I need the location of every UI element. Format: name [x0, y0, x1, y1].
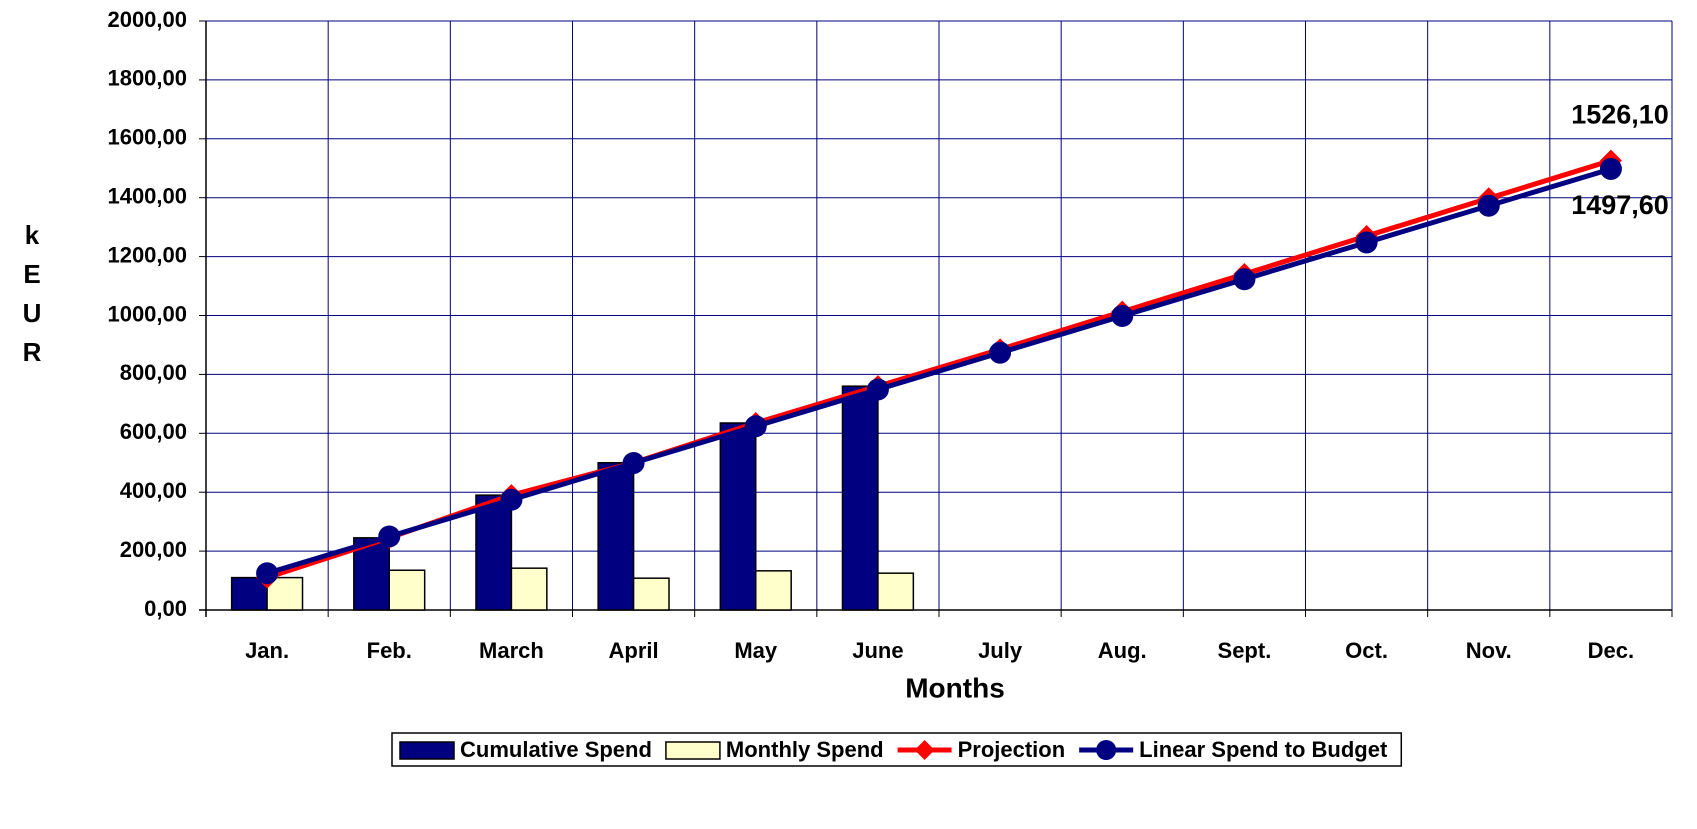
- bar: [266, 576, 304, 611]
- y-tick-label: 200,00: [120, 537, 187, 562]
- bar: [841, 385, 879, 611]
- x-tick-label: Jan.: [245, 638, 289, 663]
- bar: [755, 570, 792, 611]
- line: [266, 166, 1612, 576]
- legend-label: Projection: [958, 737, 1066, 762]
- bar: [388, 569, 426, 611]
- y-tick-label: 1200,00: [107, 242, 187, 267]
- marker: [1355, 231, 1378, 254]
- marker: [500, 488, 523, 511]
- marker: [378, 525, 401, 548]
- marker: [989, 341, 1012, 364]
- legend-label: Linear Spend to Budget: [1139, 737, 1388, 762]
- marker: [744, 415, 767, 438]
- legend-marker: [914, 740, 935, 760]
- y-tick-label: 1600,00: [107, 125, 187, 150]
- marker: [866, 378, 889, 401]
- y-tick-label: 1800,00: [107, 66, 187, 91]
- data-label: 1526,10: [1571, 100, 1669, 130]
- data-label: 1497,60: [1571, 190, 1669, 220]
- y-tick-label: 2000,00: [107, 7, 187, 32]
- bar: [510, 567, 548, 611]
- marker: [622, 451, 645, 474]
- x-tick-label: Oct.: [1345, 638, 1388, 663]
- line: [266, 158, 1612, 580]
- y-tick-label: 1400,00: [107, 184, 187, 209]
- bar: [597, 462, 635, 611]
- legend-box: [391, 732, 1403, 767]
- y-tick-label: 800,00: [120, 360, 187, 385]
- bar: [475, 494, 513, 611]
- legend-marker: [1096, 740, 1117, 760]
- x-axis-title: Months: [905, 672, 1005, 703]
- x-tick-label: June: [852, 638, 903, 663]
- bar: [230, 576, 268, 611]
- x-tick-label: March: [479, 638, 544, 663]
- marker: [256, 562, 279, 585]
- x-tick-label: July: [978, 638, 1023, 663]
- marker: [1599, 157, 1622, 180]
- y-tick-label: 0,00: [144, 596, 187, 621]
- x-tick-label: Nov.: [1466, 638, 1512, 663]
- x-tick-label: Dec.: [1588, 638, 1634, 663]
- x-tick-label: May: [734, 638, 778, 663]
- x-tick-label: Sept.: [1218, 638, 1272, 663]
- legend-swatch: [665, 741, 721, 760]
- bar: [877, 572, 915, 611]
- marker: [1477, 194, 1500, 217]
- y-tick-label: 1000,00: [107, 301, 187, 326]
- y-tick-label: 600,00: [120, 419, 187, 444]
- marker: [1111, 304, 1134, 327]
- x-tick-label: April: [609, 638, 659, 663]
- legend-swatch: [399, 741, 455, 760]
- legend-label: Monthly Spend: [726, 737, 884, 762]
- bar: [719, 422, 757, 611]
- x-tick-label: Feb.: [367, 638, 412, 663]
- bar: [632, 577, 670, 611]
- y-tick-label: 400,00: [120, 478, 187, 503]
- x-tick-label: Aug.: [1098, 638, 1147, 663]
- marker: [1233, 268, 1256, 291]
- legend-label: Cumulative Spend: [460, 737, 652, 762]
